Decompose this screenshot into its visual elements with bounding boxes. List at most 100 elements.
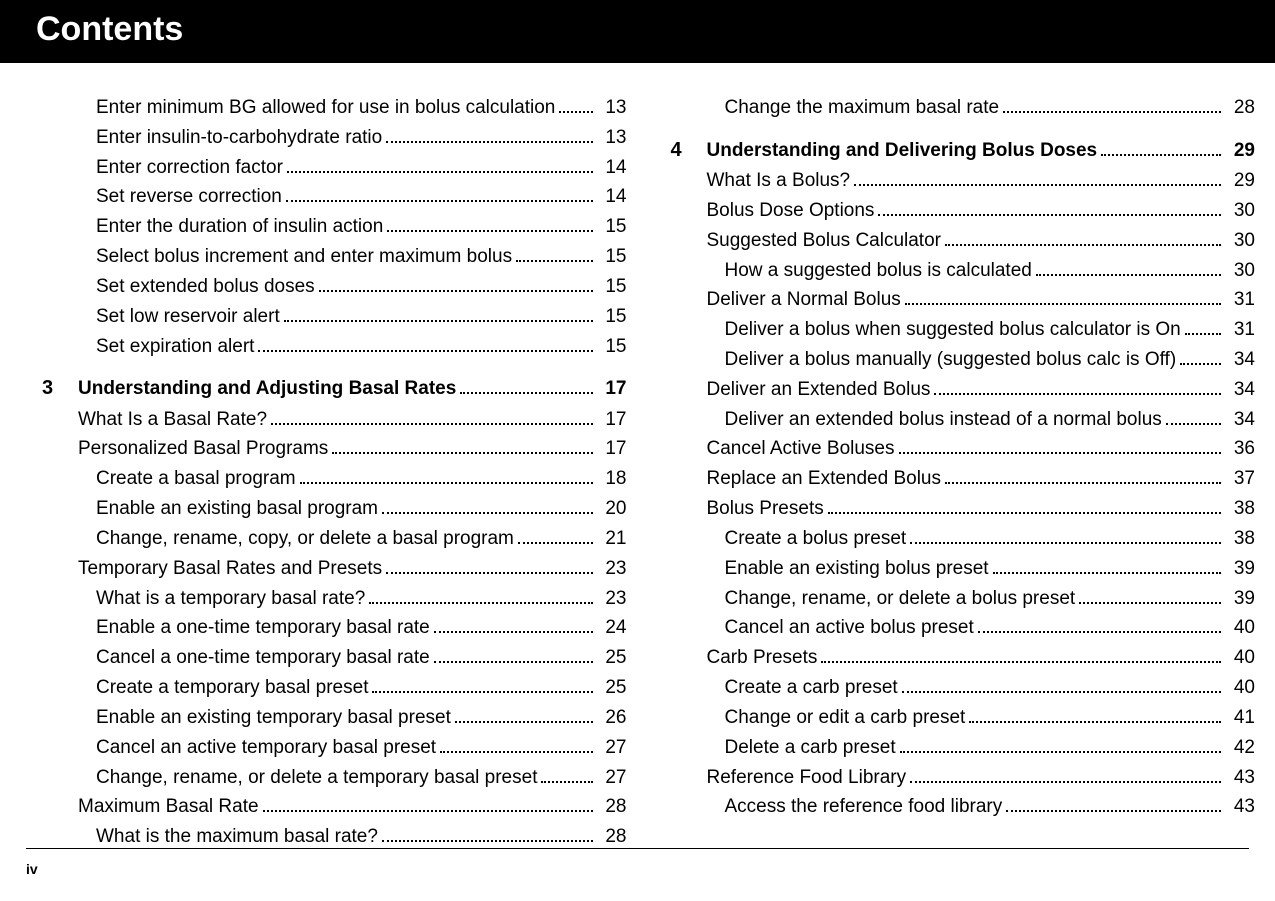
vertical-gap (38, 363, 627, 375)
toc-label: Change, rename, copy, or delete a basal … (96, 526, 514, 552)
leader-dots (910, 767, 1221, 782)
toc-label: Maximum Basal Rate (78, 794, 259, 820)
toc-page: 42 (1225, 735, 1255, 761)
toc-row[interactable]: Create a carb preset40 (667, 675, 1256, 701)
toc-row[interactable]: Enable a one-time temporary basal rate24 (38, 615, 627, 641)
toc-row[interactable]: Deliver an Extended Bolus34 (667, 377, 1256, 403)
toc-row[interactable]: Cancel a one-time temporary basal rate 25 (38, 645, 627, 671)
toc-row[interactable]: Cancel Active Boluses36 (667, 436, 1256, 462)
toc-page: 34 (1225, 377, 1255, 403)
toc-row[interactable]: Change, rename, copy, or delete a basal … (38, 526, 627, 552)
toc-label: Enable an existing temporary basal prese… (96, 705, 451, 731)
toc-row[interactable]: Enter the duration of insulin action15 (38, 214, 627, 240)
toc-row[interactable]: What is the maximum basal rate?28 (38, 824, 627, 850)
toc-page: 39 (1225, 586, 1255, 612)
toc-row[interactable]: What Is a Basal Rate?17 (38, 407, 627, 433)
leader-dots (387, 217, 592, 232)
toc-page: 28 (597, 824, 627, 850)
toc-row[interactable]: Cancel an active temporary basal preset2… (38, 735, 627, 761)
toc-label: Create a temporary basal preset (96, 675, 368, 701)
toc-page: 13 (597, 125, 627, 151)
toc-chapter-row[interactable]: 3Understanding and Adjusting Basal Rates… (38, 375, 627, 402)
toc-row[interactable]: Delete a carb preset 42 (667, 735, 1256, 761)
toc-label: What Is a Basal Rate? (78, 407, 267, 433)
toc-label: Cancel Active Boluses (707, 436, 895, 462)
toc-page: 37 (1225, 466, 1255, 492)
toc-label: Bolus Presets (707, 496, 824, 522)
toc-row[interactable]: Bolus Presets38 (667, 496, 1256, 522)
toc-row[interactable]: Change, rename, or delete a bolus preset… (667, 586, 1256, 612)
toc-row[interactable]: What Is a Bolus?29 (667, 168, 1256, 194)
toc-row[interactable]: Maximum Basal Rate28 (38, 794, 627, 820)
toc-row[interactable]: Set reverse correction14 (38, 184, 627, 210)
toc-row[interactable]: Carb Presets40 (667, 645, 1256, 671)
header-bar: Contents (0, 0, 1275, 63)
toc-row[interactable]: Change the maximum basal rate28 (667, 95, 1256, 121)
leader-dots (372, 678, 592, 693)
leader-dots (271, 409, 592, 424)
toc-row[interactable]: Set low reservoir alert15 (38, 304, 627, 330)
toc-row[interactable]: Bolus Dose Options30 (667, 198, 1256, 224)
toc-row[interactable]: Select bolus increment and enter maximum… (38, 244, 627, 270)
toc-label: What Is a Bolus? (707, 168, 851, 194)
toc-page: 24 (597, 615, 627, 641)
toc-row[interactable]: Deliver a bolus when suggested bolus cal… (667, 317, 1256, 343)
toc-row[interactable]: Change, rename, or delete a temporary ba… (38, 765, 627, 791)
leader-dots (1006, 797, 1221, 812)
leader-dots (382, 499, 592, 514)
leader-dots (258, 336, 592, 351)
toc-row[interactable]: Personalized Basal Programs17 (38, 436, 627, 462)
toc-row[interactable]: Enable an existing basal program20 (38, 496, 627, 522)
toc-row[interactable]: Reference Food Library43 (667, 765, 1256, 791)
toc-row[interactable]: Change or edit a carb preset41 (667, 705, 1256, 731)
toc-label: Personalized Basal Programs (78, 436, 328, 462)
toc-row[interactable]: Deliver a bolus manually (suggested bolu… (667, 347, 1256, 373)
leader-dots (263, 797, 593, 812)
toc-chapter-row[interactable]: 4Understanding and Delivering Bolus Dose… (667, 137, 1256, 164)
toc-row[interactable]: Suggested Bolus Calculator30 (667, 228, 1256, 254)
toc-page: 26 (597, 705, 627, 731)
toc-row[interactable]: Replace an Extended Bolus 37 (667, 466, 1256, 492)
toc-page: 23 (597, 586, 627, 612)
toc-row[interactable]: Cancel an active bolus preset40 (667, 615, 1256, 641)
chapter-page: 29 (1225, 138, 1255, 164)
toc-label: Cancel a one-time temporary basal rate (96, 645, 430, 671)
leader-dots (934, 380, 1221, 395)
vertical-gap (667, 125, 1256, 137)
toc-row[interactable]: Enter minimum BG allowed for use in bolu… (38, 95, 627, 121)
leader-dots (332, 439, 592, 454)
leader-dots (541, 767, 592, 782)
toc-label: Set expiration alert (96, 334, 254, 360)
toc-row[interactable]: Create a bolus preset38 (667, 526, 1256, 552)
toc-page: 34 (1225, 407, 1255, 433)
leader-dots (516, 247, 592, 262)
toc-label: Change, rename, or delete a temporary ba… (96, 765, 537, 791)
toc-row[interactable]: Temporary Basal Rates and Presets23 (38, 556, 627, 582)
toc-row[interactable]: Enter insulin-to-carbohydrate ratio13 (38, 125, 627, 151)
toc-row[interactable]: Enable an existing bolus preset39 (667, 556, 1256, 582)
toc-row[interactable]: Create a basal program18 (38, 466, 627, 492)
toc-label: Replace an Extended Bolus (707, 466, 942, 492)
leader-dots (386, 128, 592, 143)
leader-dots (434, 618, 593, 633)
toc-column-left: Enter minimum BG allowed for use in bolu… (20, 95, 627, 854)
toc-row[interactable]: Access the reference food library43 (667, 794, 1256, 820)
toc-row[interactable]: How a suggested bolus is calculated30 (667, 258, 1256, 284)
toc-row[interactable]: What is a temporary basal rate?23 (38, 586, 627, 612)
toc-row[interactable]: Set expiration alert15 (38, 334, 627, 360)
toc-row[interactable]: Set extended bolus doses15 (38, 274, 627, 300)
toc-label: Enter minimum BG allowed for use in bolu… (96, 95, 555, 121)
chapter-title: Understanding and Delivering Bolus Doses (707, 138, 1098, 164)
toc-row[interactable]: Deliver an extended bolus instead of a n… (667, 407, 1256, 433)
toc-page: 34 (1225, 347, 1255, 373)
toc-row[interactable]: Deliver a Normal Bolus31 (667, 287, 1256, 313)
toc-label: Create a basal program (96, 466, 296, 492)
toc-label: Delete a carb preset (725, 735, 896, 761)
toc-label: Suggested Bolus Calculator (707, 228, 941, 254)
toc-row[interactable]: Enable an existing temporary basal prese… (38, 705, 627, 731)
toc-page: 40 (1225, 675, 1255, 701)
toc-page: 25 (597, 645, 627, 671)
toc-row[interactable]: Create a temporary basal preset25 (38, 675, 627, 701)
toc-label: Set extended bolus doses (96, 274, 315, 300)
toc-row[interactable]: Enter correction factor14 (38, 155, 627, 181)
